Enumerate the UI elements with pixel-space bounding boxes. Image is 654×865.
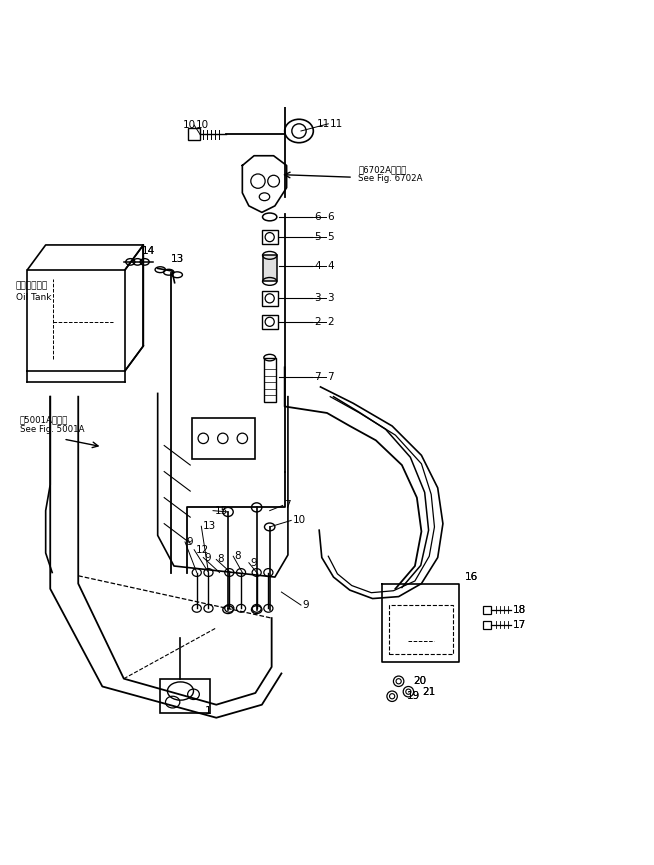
Text: 13: 13: [203, 522, 216, 531]
Text: 8: 8: [218, 554, 224, 565]
Text: See Fig. 6702A: See Fig. 6702A: [358, 174, 422, 183]
Text: 11: 11: [317, 119, 330, 129]
Bar: [192, 418, 255, 458]
Text: 19: 19: [406, 691, 420, 702]
Text: 17: 17: [513, 619, 526, 630]
Text: 9: 9: [302, 600, 309, 610]
Text: 16: 16: [465, 572, 478, 582]
Text: 3: 3: [327, 293, 334, 304]
Text: 21: 21: [422, 687, 436, 696]
Text: 12: 12: [196, 545, 209, 554]
Text: 5: 5: [327, 232, 334, 242]
Text: 16: 16: [465, 572, 478, 582]
Text: 7: 7: [284, 501, 290, 510]
Text: See Fig. 5001A: See Fig. 5001A: [20, 425, 84, 433]
Text: 7: 7: [314, 372, 320, 382]
Text: オイルタンク: オイルタンク: [16, 281, 48, 291]
Bar: [262, 230, 277, 244]
Text: 18: 18: [513, 605, 526, 615]
Text: Oil Tank: Oil Tank: [16, 292, 51, 302]
Text: 2: 2: [327, 317, 334, 327]
Text: 11: 11: [330, 119, 343, 129]
Text: 第6702A図参照: 第6702A図参照: [358, 165, 407, 174]
Text: 13: 13: [171, 254, 184, 265]
Text: 14: 14: [142, 247, 155, 256]
Text: 8: 8: [235, 551, 241, 561]
Bar: [262, 315, 277, 329]
Bar: [264, 357, 275, 402]
Bar: [483, 621, 491, 629]
Text: 9: 9: [186, 537, 193, 547]
Bar: [483, 606, 491, 613]
Text: 10: 10: [196, 120, 209, 130]
Text: 6: 6: [314, 212, 320, 222]
Text: 20: 20: [413, 676, 426, 686]
Text: 1: 1: [205, 706, 211, 716]
Bar: [262, 255, 277, 281]
Text: 4: 4: [314, 260, 320, 271]
Text: 4: 4: [327, 260, 334, 271]
Text: 17: 17: [513, 619, 526, 630]
Text: 10: 10: [292, 516, 305, 525]
Text: 18: 18: [513, 605, 526, 615]
Text: 第5001A図参照: 第5001A図参照: [20, 415, 68, 424]
Text: 13: 13: [171, 254, 184, 265]
Text: 3: 3: [314, 293, 320, 304]
Text: 5: 5: [314, 232, 320, 242]
Text: 6: 6: [327, 212, 334, 222]
Text: 2: 2: [314, 317, 320, 327]
Text: 9: 9: [250, 558, 257, 567]
Text: 19: 19: [406, 691, 420, 702]
Text: 14: 14: [142, 247, 155, 256]
Text: 10: 10: [182, 120, 196, 130]
Bar: [188, 128, 200, 140]
Text: 9: 9: [205, 553, 211, 562]
Bar: [262, 292, 277, 305]
Text: 21: 21: [422, 687, 436, 696]
Bar: [160, 679, 211, 713]
Bar: [389, 606, 453, 654]
Text: 7: 7: [327, 372, 334, 382]
Text: 20: 20: [413, 676, 426, 686]
Text: 15: 15: [215, 506, 228, 516]
